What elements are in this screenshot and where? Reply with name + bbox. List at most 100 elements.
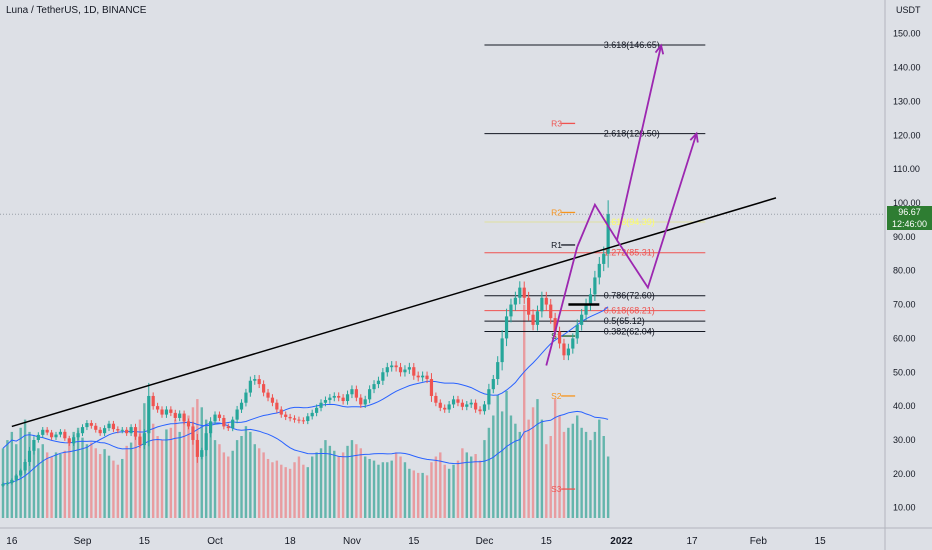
candle-body [222, 417, 226, 427]
volume-bar [240, 436, 243, 518]
candle-body [178, 413, 182, 418]
candle-body [443, 407, 447, 410]
candle-body [292, 418, 297, 420]
candle-body [191, 426, 195, 440]
volume-moving-average [2, 410, 609, 465]
volume-bar [63, 450, 67, 518]
volume-bar [580, 427, 583, 518]
volume-bar [253, 444, 256, 518]
projection-path-entry [545, 246, 579, 366]
volume-bar [558, 415, 561, 518]
volume-bar [412, 470, 415, 518]
volume-bar [182, 421, 186, 518]
price-tick-label: 80.00 [893, 266, 916, 276]
pivot-label: S1 [551, 331, 562, 341]
volume-bar [138, 419, 142, 518]
volume-bar [434, 456, 438, 518]
time-tick-label: 18 [285, 536, 297, 547]
volume-bar [143, 403, 146, 518]
candle-body [315, 407, 319, 413]
candle-body [368, 389, 372, 400]
candle-body [319, 402, 323, 408]
candle-body [566, 348, 570, 356]
candle-body [257, 379, 261, 385]
candle-body [341, 397, 345, 402]
candle-body [89, 423, 93, 426]
candle-body [487, 389, 491, 405]
candle-body [36, 434, 40, 440]
price-tick-label: 20.00 [893, 469, 916, 479]
candle-body [94, 425, 98, 430]
volume-bar [293, 462, 296, 518]
candle-body [469, 402, 473, 405]
candle-body [456, 399, 460, 403]
volume-bar [536, 399, 539, 518]
candle-body [72, 437, 76, 444]
volume-bar [452, 464, 455, 518]
volume-bar [372, 460, 376, 518]
volume-bar [315, 452, 318, 518]
candle-body [32, 439, 36, 451]
volume-bar [465, 452, 468, 518]
candle-body [58, 431, 63, 435]
volume-bar [32, 440, 36, 518]
volume-bar [160, 440, 164, 518]
candle-body [151, 395, 155, 407]
candle-body [45, 429, 49, 433]
axis-unit-label: USDT [896, 5, 921, 15]
time-tick-label: 15 [541, 536, 553, 547]
volume-bar [456, 460, 460, 518]
volume-bar [54, 452, 58, 518]
volume-bar [209, 431, 212, 518]
price-tick-label: 60.00 [893, 333, 916, 343]
candle-body [23, 461, 27, 471]
volume-bar [178, 431, 181, 518]
volume-bar [350, 440, 354, 518]
volume-bar [68, 444, 71, 518]
volume-bar [98, 454, 102, 518]
time-tick-label: Sep [74, 536, 92, 547]
volume-bar [505, 390, 508, 518]
candle-body [279, 409, 283, 415]
volume-bar [576, 415, 579, 518]
volume-bar [549, 436, 552, 518]
volume-bar [174, 419, 177, 518]
price-tick-label: 120.00 [893, 130, 921, 140]
volume-bar [302, 464, 305, 518]
candle-body [557, 331, 562, 344]
candle-body [447, 404, 451, 410]
time-tick-label: Nov [343, 536, 361, 547]
volume-bar [606, 456, 610, 518]
candle-body [482, 404, 487, 412]
candle-body [80, 427, 85, 434]
projection-path-main [576, 45, 662, 248]
volume-bar [275, 460, 279, 518]
candle-body [67, 438, 71, 444]
volume-bar [94, 448, 97, 518]
volume-bar [540, 419, 544, 518]
volume-bar [227, 456, 230, 518]
projection-arrowhead-alt [689, 131, 699, 143]
time-tick-label: 15 [139, 536, 151, 547]
volume-bar [408, 468, 411, 518]
candle-body [531, 314, 535, 325]
candle-body [549, 304, 553, 319]
volume-bar [355, 444, 358, 518]
bar-countdown: 12:46:00 [891, 219, 928, 229]
volume-bar [421, 472, 424, 518]
candle-body [297, 419, 301, 421]
candle-body [425, 375, 429, 380]
volume-bar [324, 440, 327, 518]
volume-bar [165, 429, 168, 518]
candle-body [438, 402, 442, 408]
volume-bar [231, 450, 234, 518]
volume-bar [531, 407, 535, 518]
candle-body [504, 316, 509, 339]
candle-body [474, 402, 478, 410]
time-tick-label: 2022 [610, 536, 633, 547]
volume-bar [85, 444, 89, 518]
candle-body [602, 253, 606, 264]
candle-body [535, 311, 540, 325]
volume-bar [129, 442, 133, 518]
